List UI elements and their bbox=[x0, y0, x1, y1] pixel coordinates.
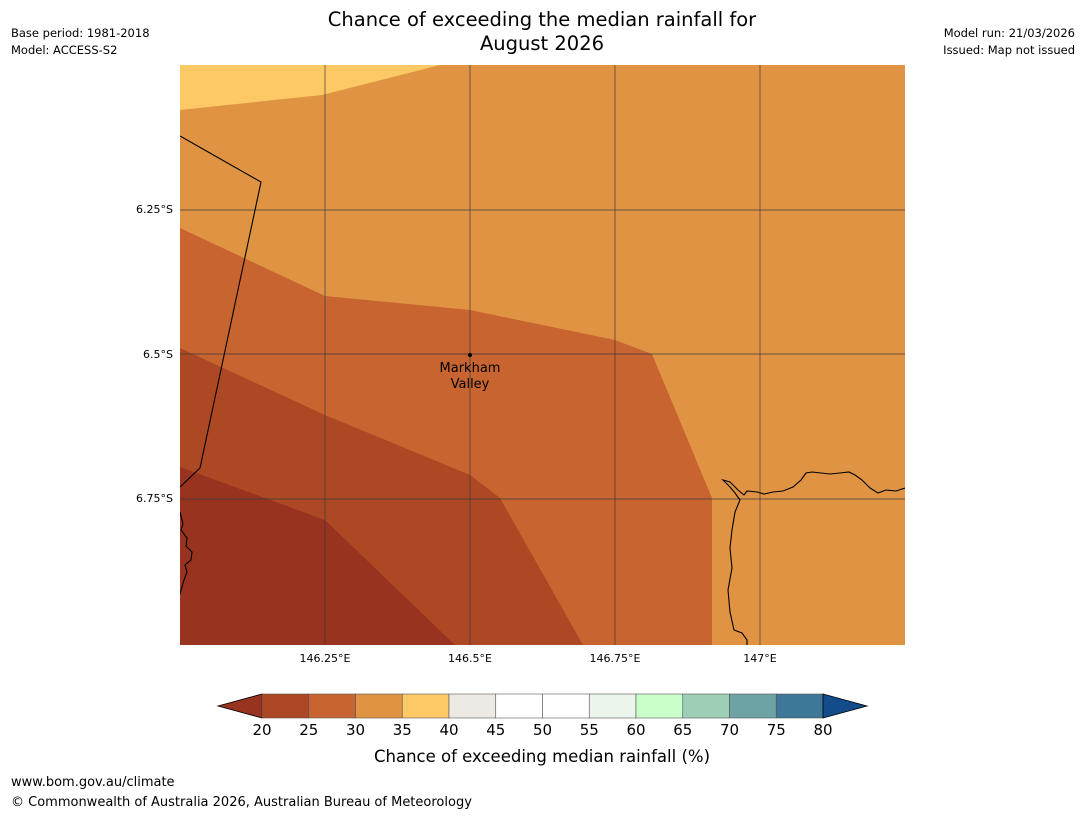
colorbar-segment-75-80 bbox=[775, 693, 824, 719]
colorbar-tick-80: 80 bbox=[813, 721, 832, 739]
colorbar-segment-40-45 bbox=[448, 693, 497, 719]
colorbar-segment-70-75 bbox=[729, 693, 777, 719]
colorbar-tick-65: 65 bbox=[673, 721, 692, 739]
colorbar-tick-35: 35 bbox=[393, 721, 412, 739]
lon-label-146-75: 146.75°E bbox=[590, 652, 641, 665]
colorbar-tick-45: 45 bbox=[486, 721, 505, 739]
colorbar-segment-30-35 bbox=[355, 693, 403, 719]
band-below-20 bbox=[180, 467, 455, 645]
footer-copyright: © Commonwealth of Australia 2026, Austra… bbox=[11, 795, 472, 810]
lat-axis-labels: 6.25°S 6.5°S 6.75°S bbox=[136, 203, 173, 505]
colorbar-tick-60: 60 bbox=[626, 721, 645, 739]
colorbar-segment-65-70 bbox=[682, 693, 730, 719]
colorbar-segment-35-40 bbox=[401, 693, 450, 719]
colorbar-tick-40: 40 bbox=[439, 721, 458, 739]
map-title: Chance of exceeding the median rainfall … bbox=[242, 8, 842, 56]
place-dot bbox=[468, 353, 472, 357]
map-title-line2: August 2026 bbox=[479, 32, 605, 55]
colorbar-tick-70: 70 bbox=[720, 721, 739, 739]
gridlines bbox=[180, 65, 905, 645]
place-marker: Markham Valley bbox=[440, 353, 501, 392]
colorbar-over-arrow bbox=[822, 693, 869, 719]
footer-url[interactable]: www.bom.gov.au/climate bbox=[11, 775, 175, 790]
colorbar-segment-45-50 bbox=[495, 693, 543, 719]
lat-label-6-25: 6.25°S bbox=[136, 203, 173, 216]
colorbar-segment-25-30 bbox=[308, 693, 356, 719]
issued-label: Issued: Map not issued bbox=[943, 43, 1075, 57]
colorbar-segment-55-60 bbox=[588, 693, 637, 719]
lat-label-6-5: 6.5°S bbox=[143, 348, 173, 361]
colorbar-label: Chance of exceeding median rainfall (%) bbox=[374, 747, 710, 766]
colorbar-tick-25: 25 bbox=[299, 721, 318, 739]
colorbar-segment-60-65 bbox=[635, 693, 684, 719]
meta-left: Base period: 1981-2018 Model: ACCESS-S2 bbox=[11, 25, 150, 59]
lon-axis-labels: 146.25°E 146.5°E 146.75°E 147°E bbox=[300, 652, 777, 665]
model-label: Model: ACCESS-S2 bbox=[11, 43, 118, 57]
map-title-line1: Chance of exceeding the median rainfall … bbox=[327, 8, 757, 31]
map-shading bbox=[180, 65, 905, 645]
colorbar-tick-55: 55 bbox=[580, 721, 599, 739]
colorbar-segment-50-55 bbox=[542, 693, 590, 719]
lon-label-146-5: 146.5°E bbox=[448, 652, 492, 665]
base-period-label: Base period: 1981-2018 bbox=[11, 26, 150, 40]
lon-label-146-25: 146.25°E bbox=[300, 652, 351, 665]
colorbar-tick-50: 50 bbox=[533, 721, 552, 739]
band-35-40 bbox=[180, 65, 440, 110]
lat-label-6-75: 6.75°S bbox=[136, 492, 173, 505]
colorbar-segments bbox=[261, 693, 824, 719]
coastline-west bbox=[180, 511, 193, 595]
place-label-line2: Valley bbox=[451, 377, 490, 392]
coastline-east bbox=[721, 471, 905, 645]
colorbar-segment-20-25 bbox=[261, 693, 310, 719]
colorbar-under-arrow bbox=[216, 693, 263, 719]
model-run-label: Model run: 21/03/2026 bbox=[943, 26, 1075, 40]
place-label-line1: Markham bbox=[440, 361, 501, 376]
colorbar-ticks: 20 25 30 35 40 45 50 55 60 65 70 75 80 bbox=[252, 721, 832, 739]
border-line bbox=[180, 135, 262, 488]
colorbar-tick-75: 75 bbox=[767, 721, 786, 739]
meta-right: Model run: 21/03/2026 Issued: Map not is… bbox=[943, 25, 1075, 59]
colorbar-tick-20: 20 bbox=[252, 721, 271, 739]
colorbar-tick-30: 30 bbox=[346, 721, 365, 739]
boundaries bbox=[180, 135, 905, 645]
lon-label-147: 147°E bbox=[743, 652, 776, 665]
